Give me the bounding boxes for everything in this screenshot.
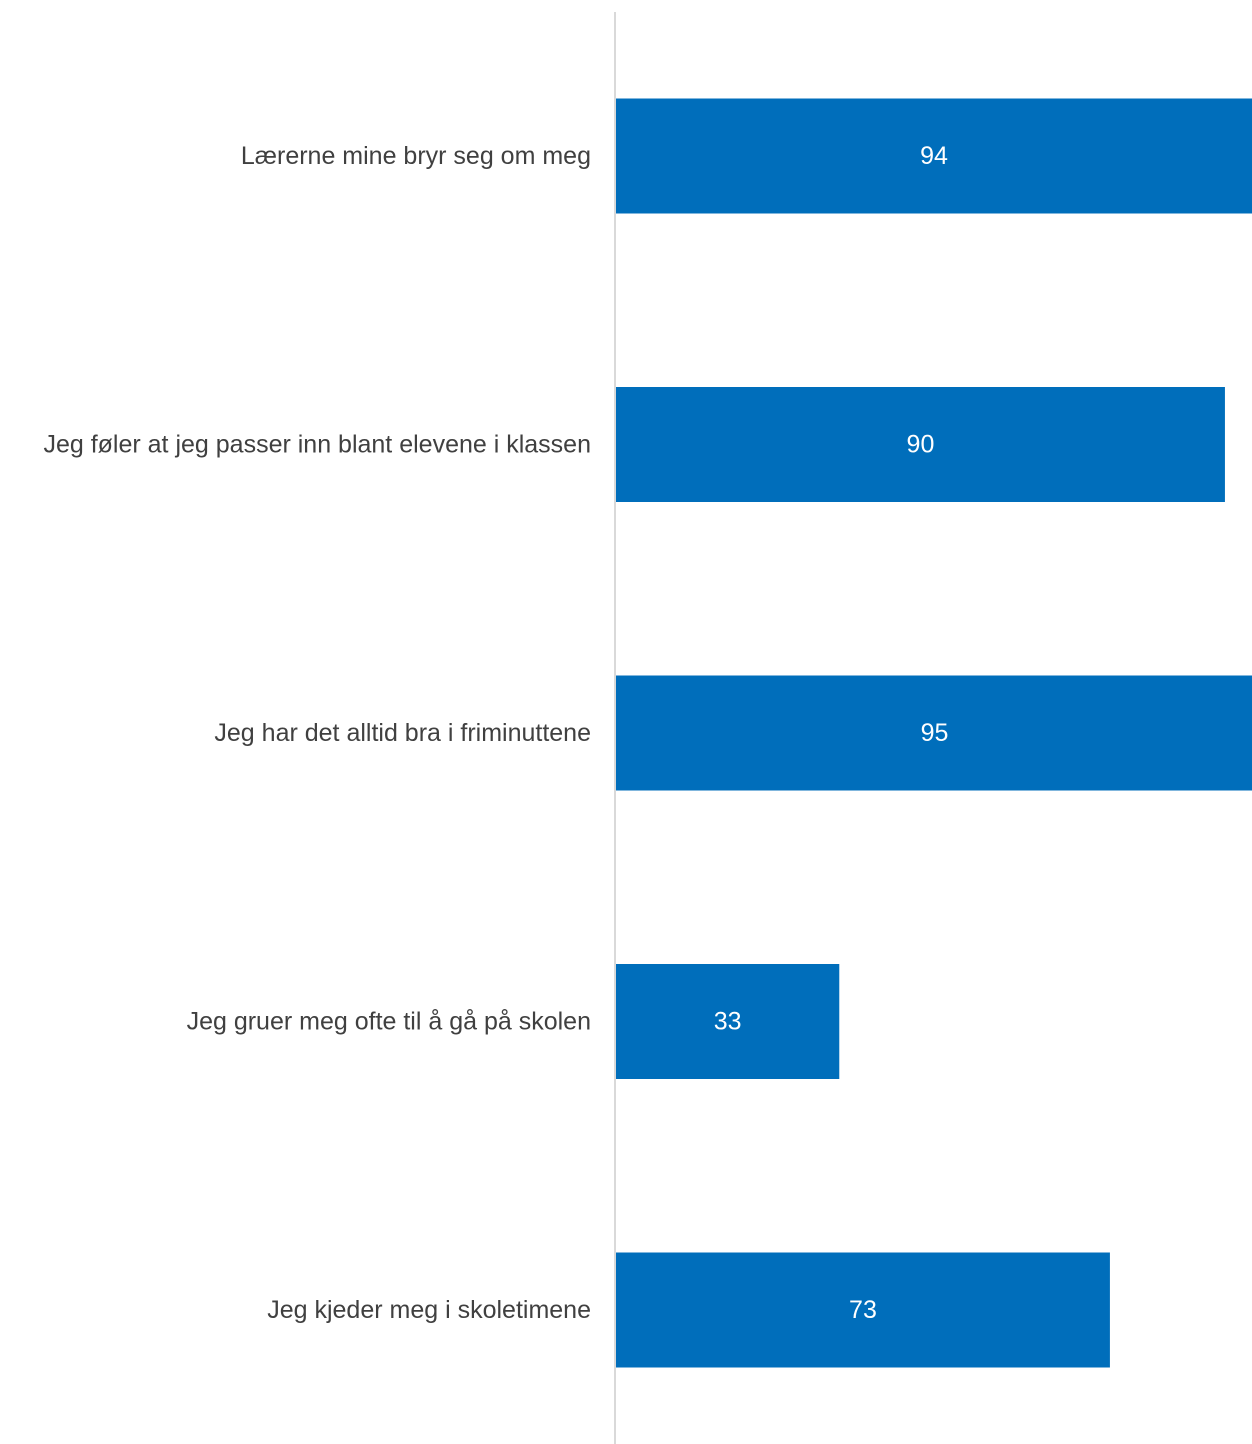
bar-jeg-gruer-meg-ofte-til-a-ga-pa-skolen — [616, 964, 840, 1079]
bar-jeg-kjeder-meg-i-skoletimene — [616, 1252, 1110, 1368]
value-label: 33 — [714, 1008, 742, 1036]
bar-jeg-har-det-alltid-bra-i-friminuttene — [616, 675, 1252, 791]
category-label: Lærerne mine bryr seg om meg — [241, 142, 591, 170]
category-label: Jeg gruer meg ofte til å gå på skolen — [187, 1008, 591, 1036]
value-label: 90 — [907, 431, 935, 459]
bar-jeg-foler-at-jeg-passer-inn-blant-elevene-i-klassen — [616, 387, 1225, 502]
bar-laererne-mine-bryr-seg-om-meg — [616, 98, 1252, 214]
category-label: Jeg føler at jeg passer inn blant eleven… — [43, 431, 591, 459]
bars-layer — [616, 98, 1252, 1368]
category-label: Jeg kjeder meg i skoletimene — [267, 1296, 591, 1324]
value-label: 73 — [849, 1296, 877, 1324]
category-labels: Lærerne mine bryr seg om meg Jeg føler at… — [43, 142, 591, 1324]
value-label: 95 — [921, 719, 949, 747]
value-label: 94 — [920, 142, 948, 170]
category-label: Jeg har det alltid bra i friminuttene — [214, 719, 591, 747]
value-labels: 94 90 95 33 73 — [714, 142, 949, 1324]
